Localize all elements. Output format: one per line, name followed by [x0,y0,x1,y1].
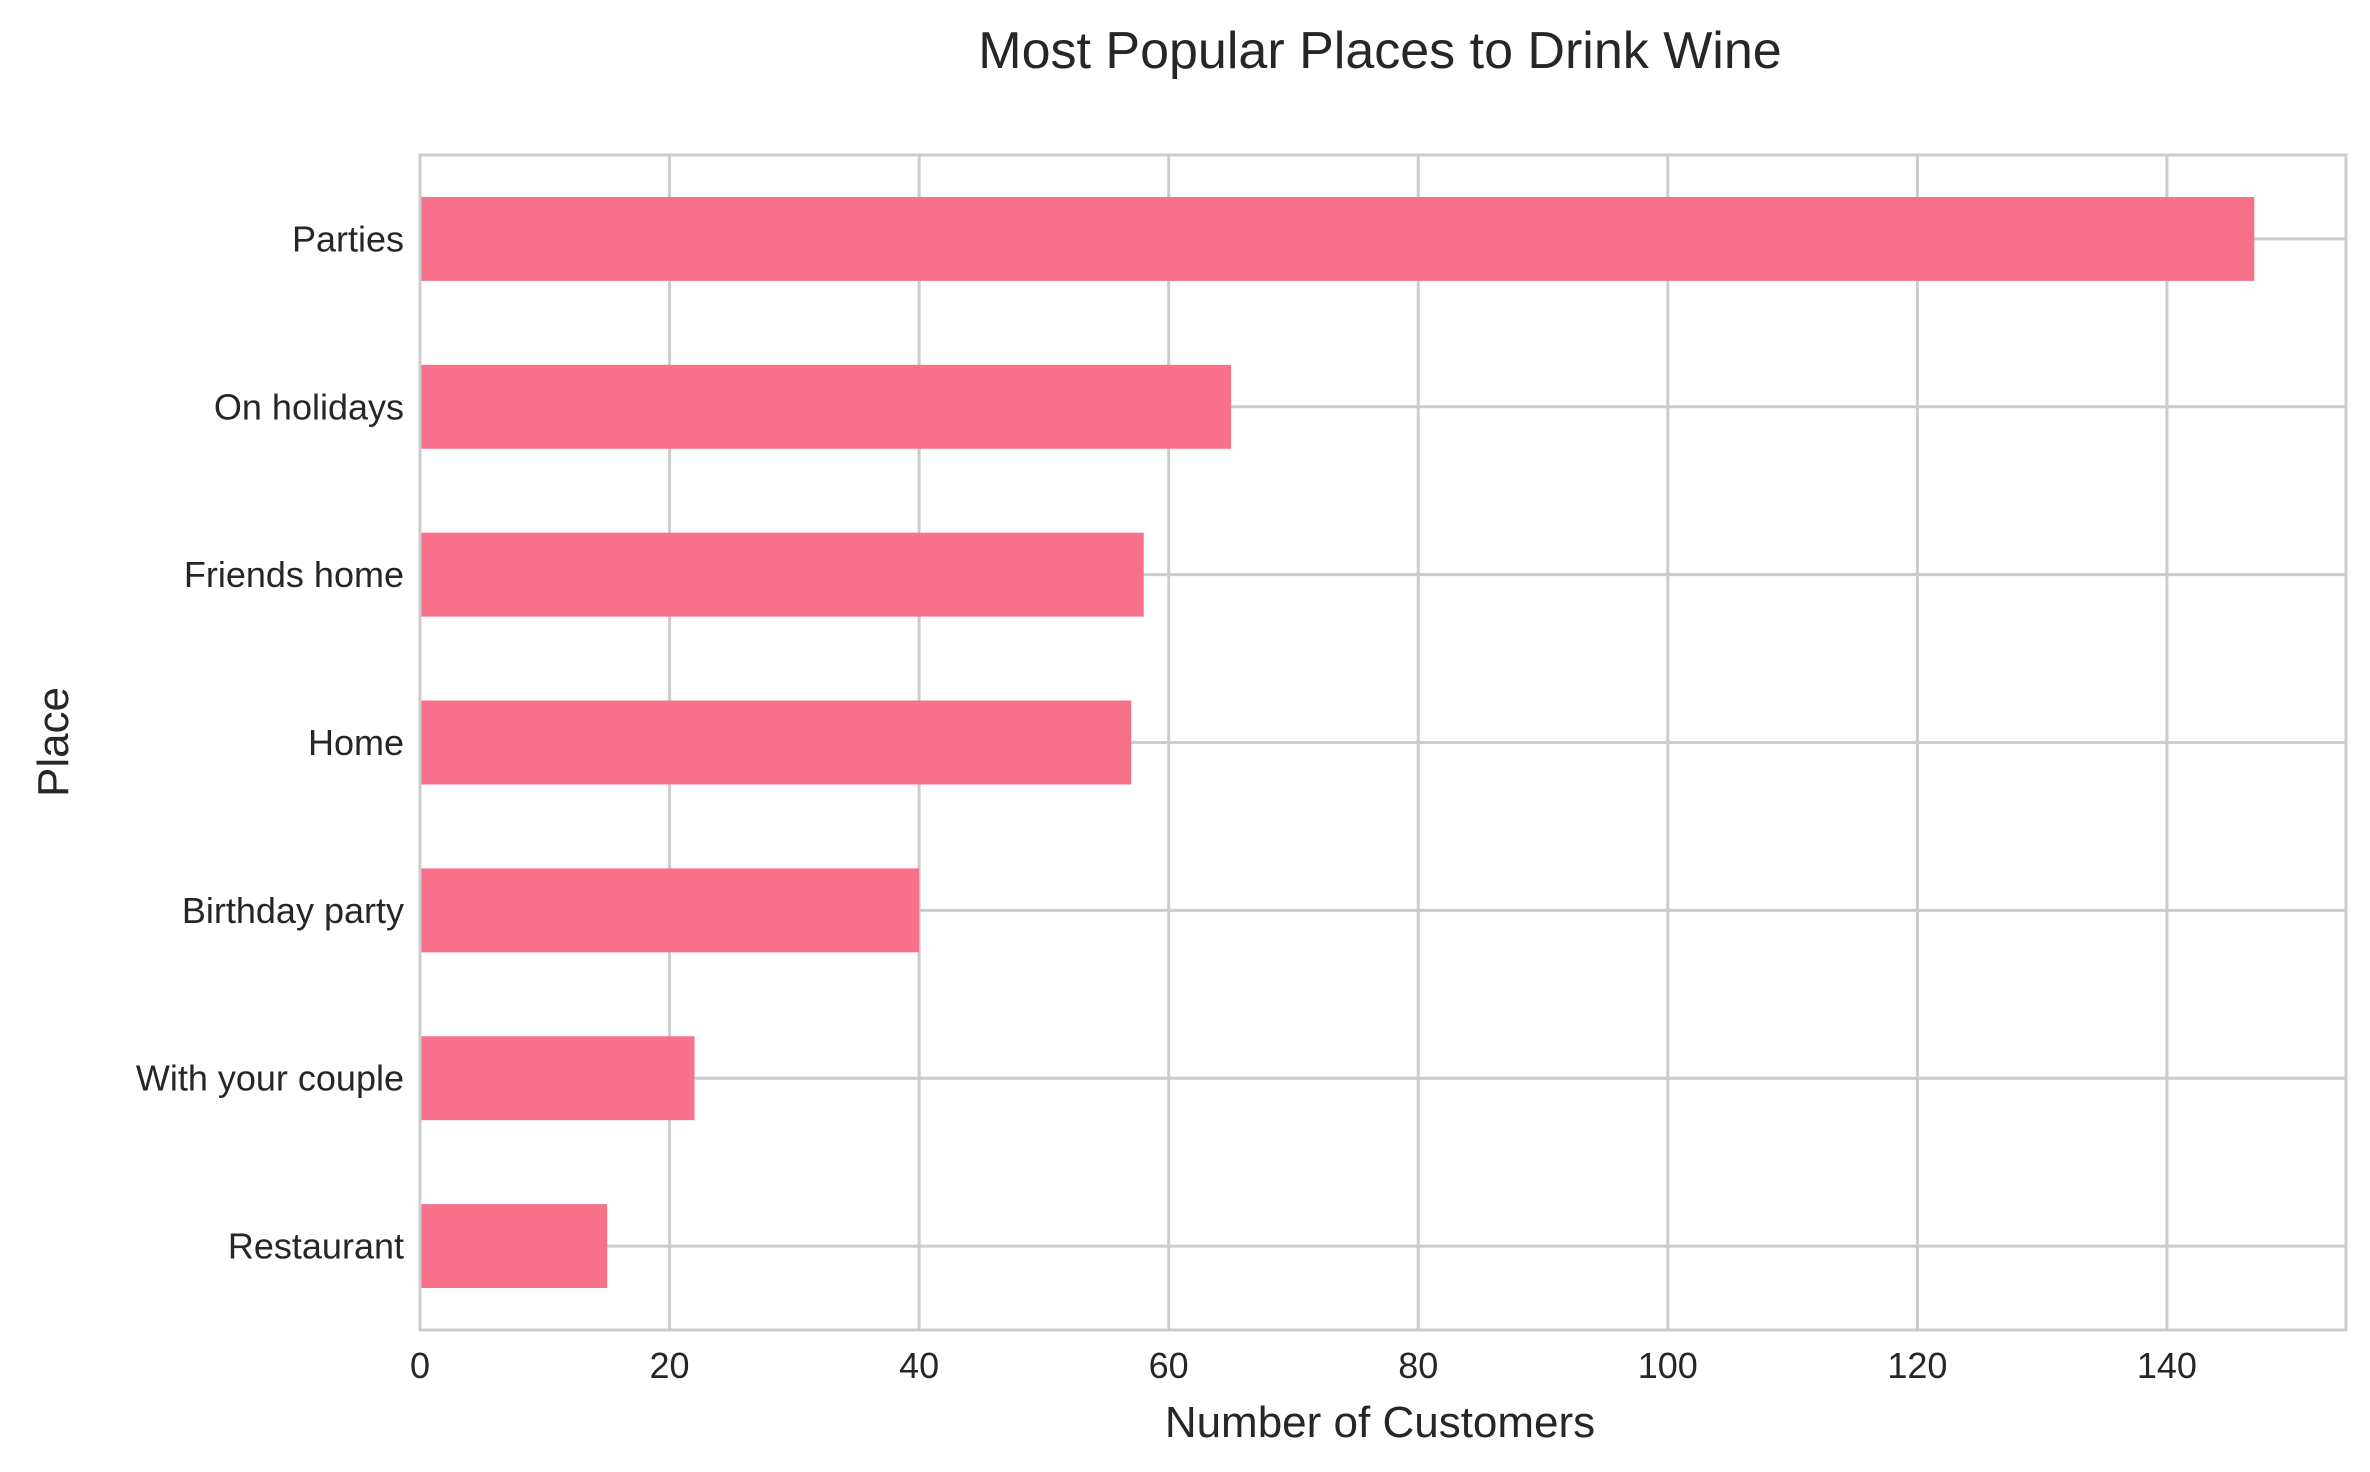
plot-frame [418,153,2348,1332]
bars-layer [420,196,2255,1289]
y-tick-label: Birthday party [182,890,404,931]
chart-title: Most Popular Places to Drink Wine [978,22,1781,80]
x-tick-label: 140 [2137,1345,2197,1386]
y-tick-label: Parties [292,218,404,259]
bar-parties [420,196,2255,281]
x-tick-label: 0 [410,1345,430,1386]
x-tick-label: 40 [899,1345,939,1386]
bar-birthday-party [420,868,920,953]
bar-restaurant [420,1204,608,1289]
x-tick-label: 120 [1887,1345,1947,1386]
bar-friends-home [420,532,1144,617]
bar-on-holidays [420,364,1232,449]
y-tick-labels: Parties On holidays Friends home Home Birthd… [136,218,404,1266]
bar-with-your-couple [420,1036,695,1121]
y-tick-label: Friends home [184,554,404,595]
y-tick-label: Home [308,722,404,763]
y-tick-label: On holidays [214,386,404,427]
x-tick-label: 60 [1149,1345,1189,1386]
y-axis-label: Place [29,687,78,797]
bar-home [420,700,1132,785]
x-tick-label: 20 [650,1345,690,1386]
y-tick-label: With your couple [136,1058,404,1099]
y-tick-label: Restaurant [228,1226,404,1267]
x-axis-label: Number of Customers [1165,1398,1595,1447]
x-tick-label: 80 [1398,1345,1438,1386]
x-tick-labels: 0 20 40 60 80 100 120 140 [410,1345,2197,1386]
x-tick-label: 100 [1638,1345,1698,1386]
